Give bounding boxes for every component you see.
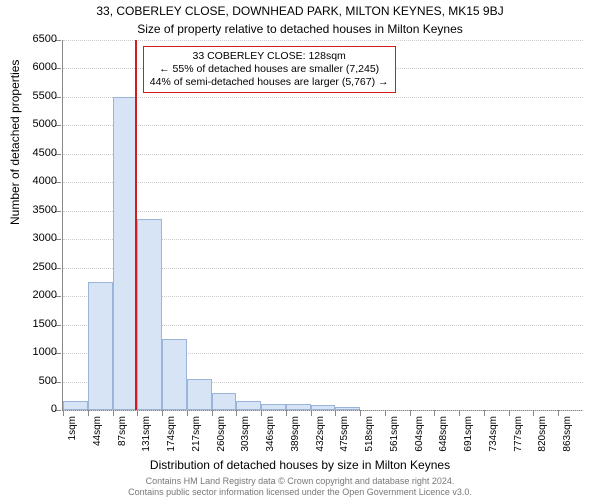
annotation-box: 33 COBERLEY CLOSE: 128sqm← 55% of detach… <box>143 46 396 93</box>
y-tick-label: 5500 <box>17 90 57 102</box>
x-axis-title: Distribution of detached houses by size … <box>0 458 600 472</box>
x-tick <box>533 410 534 416</box>
histogram-bar <box>236 401 261 410</box>
grid-line <box>63 40 583 41</box>
grid-line <box>63 125 583 126</box>
x-tick <box>286 410 287 416</box>
x-tick <box>63 410 64 416</box>
histogram-bar <box>212 393 237 410</box>
histogram-bar <box>311 405 336 410</box>
y-tick-label: 500 <box>17 375 57 387</box>
histogram-bar <box>88 282 113 410</box>
x-tick <box>212 410 213 416</box>
y-tick-label: 4000 <box>17 175 57 187</box>
histogram-bar <box>187 379 212 410</box>
x-tick <box>187 410 188 416</box>
x-tick <box>261 410 262 416</box>
x-tick <box>88 410 89 416</box>
annotation-line: 44% of semi-detached houses are larger (… <box>150 76 389 89</box>
x-tick <box>558 410 559 416</box>
histogram-bar <box>286 404 311 410</box>
footer-line-2: Contains public sector information licen… <box>0 487 600 498</box>
histogram-bar <box>162 339 187 410</box>
x-tick <box>484 410 485 416</box>
x-tick <box>434 410 435 416</box>
histogram-bar <box>335 407 360 410</box>
y-tick-label: 2000 <box>17 289 57 301</box>
y-tick-label: 2500 <box>17 261 57 273</box>
x-tick <box>162 410 163 416</box>
plot-area: 0500100015002000250030003500400045005000… <box>62 40 582 410</box>
x-tick <box>410 410 411 416</box>
x-tick <box>236 410 237 416</box>
x-tick <box>459 410 460 416</box>
y-tick-label: 6000 <box>17 61 57 73</box>
grid-line <box>63 154 583 155</box>
y-tick-label: 3000 <box>17 232 57 244</box>
x-tick <box>311 410 312 416</box>
title-line-2: Size of property relative to detached ho… <box>0 22 600 36</box>
histogram-bar <box>137 219 162 410</box>
x-tick <box>509 410 510 416</box>
y-tick-label: 6500 <box>17 33 57 45</box>
histogram-bar <box>113 97 138 410</box>
marker-line <box>135 40 137 410</box>
histogram-bar <box>63 401 88 410</box>
annotation-line: ← 55% of detached houses are smaller (7,… <box>150 63 389 76</box>
grid-line <box>63 211 583 212</box>
x-tick <box>113 410 114 416</box>
chart-axes: 0500100015002000250030003500400045005000… <box>62 40 583 411</box>
footer-credits: Contains HM Land Registry data © Crown c… <box>0 476 600 498</box>
grid-line <box>63 410 583 411</box>
footer-line-1: Contains HM Land Registry data © Crown c… <box>0 476 600 487</box>
y-axis-title: Number of detached properties <box>8 60 22 225</box>
grid-line <box>63 97 583 98</box>
y-tick-label: 1500 <box>17 318 57 330</box>
y-tick-label: 4500 <box>17 147 57 159</box>
title-line-1: 33, COBERLEY CLOSE, DOWNHEAD PARK, MILTO… <box>0 4 600 18</box>
chart-container: 33, COBERLEY CLOSE, DOWNHEAD PARK, MILTO… <box>0 0 600 500</box>
grid-line <box>63 182 583 183</box>
y-tick-label: 0 <box>17 403 57 415</box>
annotation-line: 33 COBERLEY CLOSE: 128sqm <box>150 50 389 63</box>
y-tick-label: 5000 <box>17 118 57 130</box>
x-tick <box>335 410 336 416</box>
histogram-bar <box>261 404 286 410</box>
x-tick <box>137 410 138 416</box>
y-tick-label: 1000 <box>17 346 57 358</box>
x-tick <box>385 410 386 416</box>
x-tick <box>360 410 361 416</box>
y-tick-label: 3500 <box>17 204 57 216</box>
